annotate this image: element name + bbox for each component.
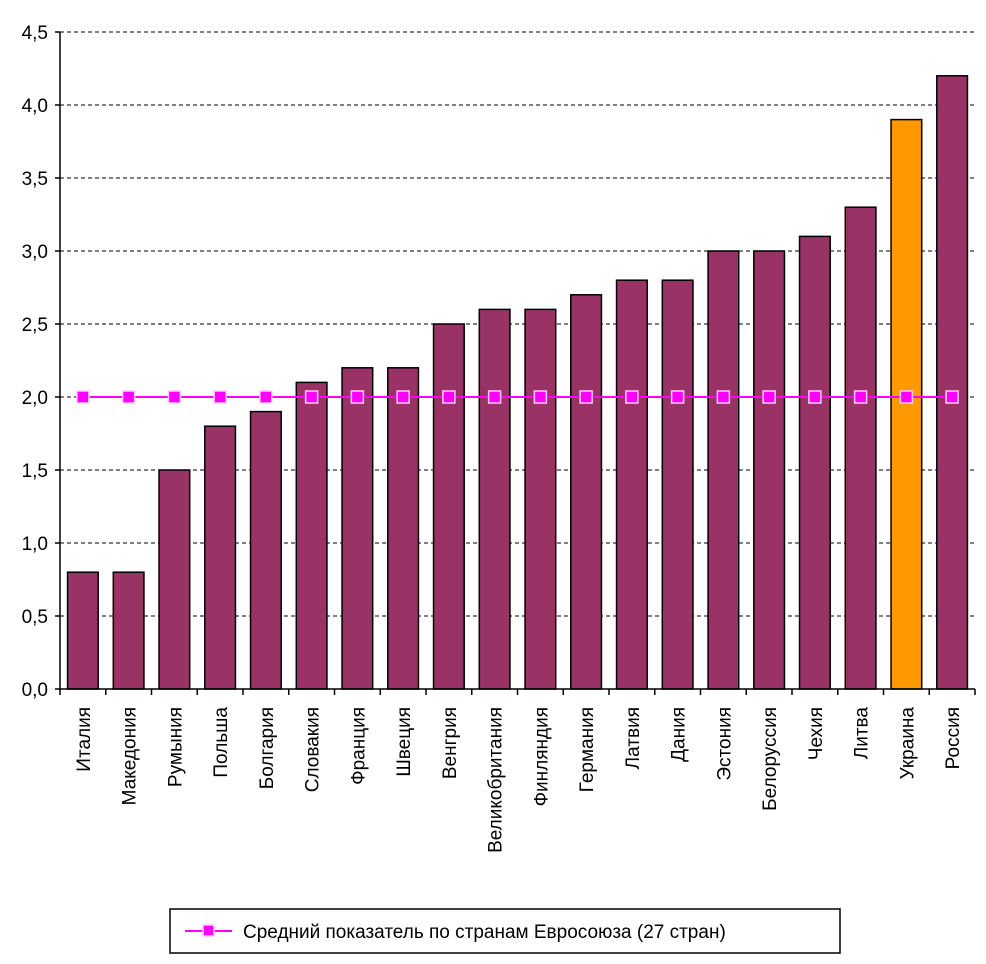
average-marker <box>487 390 502 404</box>
x-tick-label: Швеция <box>394 707 415 777</box>
legend-marker-sample <box>202 924 215 937</box>
y-tick-label: 4,0 <box>22 96 48 117</box>
x-tick-label: Великобритания <box>486 707 507 853</box>
bar <box>707 250 740 690</box>
average-marker <box>213 390 227 404</box>
x-tick-label: Финляндия <box>531 707 552 806</box>
bar <box>112 571 145 690</box>
x-tick-label: Словакия <box>303 707 324 792</box>
average-marker <box>716 390 731 404</box>
bar <box>295 381 328 690</box>
y-tick-label: 2,0 <box>22 388 48 409</box>
bar <box>798 235 831 690</box>
x-tick-label: Украина <box>897 707 918 780</box>
gridlines <box>55 31 975 690</box>
bar <box>341 367 374 690</box>
average-marker <box>304 390 319 404</box>
y-tick-label: 3,0 <box>22 242 48 263</box>
x-tick-label: Литва <box>852 707 873 760</box>
bar <box>432 323 465 690</box>
average-marker <box>762 390 776 404</box>
average-marker <box>350 390 365 404</box>
average-marker <box>625 390 639 404</box>
legend-label: Средний показатель по странам Евросоюза … <box>243 922 726 943</box>
bars <box>66 75 969 690</box>
bar <box>844 206 877 690</box>
y-tick-label: 1,0 <box>22 534 48 555</box>
x-tick-label: Болгария <box>257 707 278 789</box>
legend: Средний показатель по странам Евросоюза … <box>169 908 841 954</box>
x-tick-label: Белоруссия <box>760 707 781 811</box>
bar <box>661 279 694 690</box>
bar <box>249 410 282 690</box>
x-tick-label: Чехия <box>806 707 827 760</box>
x-tick-label: Латвия <box>623 707 644 769</box>
average-marker <box>579 390 593 404</box>
x-tick-label: Дания <box>669 707 690 762</box>
bar <box>158 469 191 690</box>
x-tick-label: Македония <box>120 707 141 805</box>
average-marker <box>899 390 914 404</box>
bar <box>204 425 237 690</box>
bar <box>615 279 648 690</box>
x-tick-label: Франция <box>348 707 369 785</box>
average-marker <box>76 390 90 404</box>
legend-box <box>169 908 841 954</box>
average-marker <box>853 390 868 404</box>
x-tick-label: Германия <box>577 707 598 792</box>
x-tick-label: Румыния <box>165 707 186 787</box>
bar <box>387 367 420 690</box>
average-line-series <box>76 390 959 404</box>
y-tick-label: 0,5 <box>22 607 48 628</box>
y-tick-label: 1,5 <box>22 461 48 482</box>
average-marker <box>259 390 273 404</box>
y-tick-labels: 0,0 0,5 1,0 1,5 2,0 2,5 3,0 3,5 4,0 4,5 <box>22 23 48 701</box>
bar <box>524 308 557 690</box>
x-tick-label: Венгрия <box>440 707 461 779</box>
average-marker <box>121 390 136 404</box>
bar <box>753 250 786 690</box>
y-tick-label: 4,5 <box>22 23 48 44</box>
average-marker <box>945 390 959 404</box>
average-marker <box>167 390 182 404</box>
bar <box>66 571 99 690</box>
bar <box>936 75 969 690</box>
average-marker <box>533 390 548 404</box>
axes <box>59 32 976 695</box>
average-marker <box>808 390 822 404</box>
average-marker <box>670 390 685 404</box>
average-marker <box>442 390 456 404</box>
bar <box>478 308 511 690</box>
bar <box>570 294 603 690</box>
x-tick-label: Россия <box>943 707 964 769</box>
y-tick-label: 2,5 <box>22 315 48 336</box>
bar <box>890 118 923 690</box>
x-tick-label: Эстония <box>714 707 735 781</box>
x-tick-labels: Италия Македония Румыния Польша Болгария Слов… <box>74 707 964 853</box>
average-marker <box>396 390 410 404</box>
y-tick-label: 0,0 <box>22 680 48 701</box>
y-tick-label: 3,5 <box>22 169 48 190</box>
x-tick-label: Италия <box>74 707 95 772</box>
x-tick-label: Польша <box>211 707 232 778</box>
